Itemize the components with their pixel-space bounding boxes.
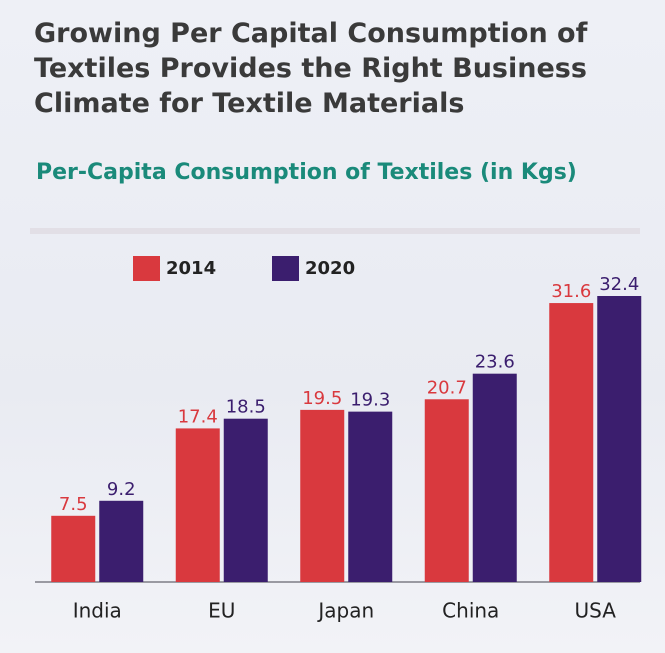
bar — [597, 296, 642, 582]
x-tick-label: USA — [575, 599, 617, 623]
bar — [51, 515, 96, 582]
value-label: 32.4 — [599, 274, 639, 295]
bar — [549, 303, 594, 582]
bar — [300, 409, 345, 582]
chart-subtitle: Per-Capita Consumption of Textiles (in K… — [36, 160, 577, 185]
value-label: 23.6 — [475, 352, 515, 373]
value-label: 19.3 — [350, 390, 390, 411]
legend-swatch — [272, 256, 299, 281]
bar — [223, 418, 268, 582]
value-label: 19.5 — [302, 388, 342, 409]
value-label: 18.5 — [226, 397, 266, 418]
value-label: 17.4 — [178, 406, 218, 427]
x-tick-label: China — [442, 599, 499, 623]
bar — [424, 399, 469, 582]
x-tick-label: Japan — [316, 599, 374, 623]
value-label: 7.5 — [59, 494, 88, 515]
legend-label: 2014 — [166, 258, 216, 279]
bar — [348, 411, 393, 582]
legend-swatch — [133, 256, 160, 281]
value-label: 20.7 — [427, 377, 467, 398]
rack-bar — [30, 228, 640, 234]
chart-title: Growing Per Capital Consumption of Texti… — [34, 18, 588, 119]
x-tick-label: India — [73, 599, 122, 623]
value-label: 9.2 — [107, 479, 136, 500]
bar — [99, 500, 144, 582]
legend-label: 2020 — [305, 258, 355, 279]
x-tick-label: EU — [208, 599, 235, 623]
bar — [472, 373, 517, 582]
value-label: 31.6 — [551, 281, 591, 302]
bar — [175, 428, 220, 582]
